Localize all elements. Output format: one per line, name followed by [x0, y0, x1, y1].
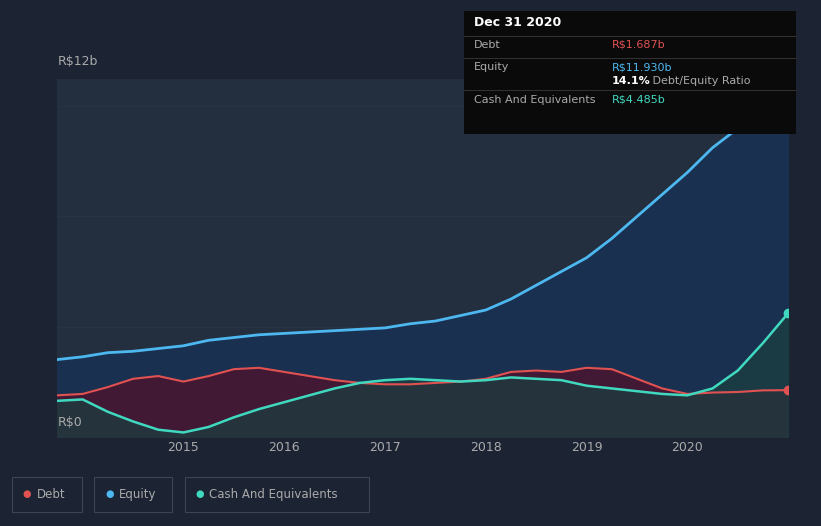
Text: 14.1%: 14.1% [612, 76, 650, 86]
Text: R$0: R$0 [57, 416, 82, 429]
Text: R$11.930b: R$11.930b [612, 62, 672, 72]
Text: Debt: Debt [474, 40, 501, 50]
Text: R$12b: R$12b [57, 55, 98, 68]
Text: R$4.485b: R$4.485b [612, 95, 665, 105]
Text: R$1.687b: R$1.687b [612, 40, 665, 50]
Text: ●: ● [105, 489, 113, 500]
Text: Debt/Equity Ratio: Debt/Equity Ratio [649, 76, 750, 86]
Text: Cash And Equivalents: Cash And Equivalents [474, 95, 595, 105]
Text: ●: ● [195, 489, 204, 500]
Text: Debt: Debt [37, 488, 66, 501]
Text: Equity: Equity [119, 488, 157, 501]
Text: Cash And Equivalents: Cash And Equivalents [209, 488, 338, 501]
Text: ●: ● [23, 489, 31, 500]
Text: Dec 31 2020: Dec 31 2020 [474, 16, 561, 29]
Text: Equity: Equity [474, 62, 509, 72]
